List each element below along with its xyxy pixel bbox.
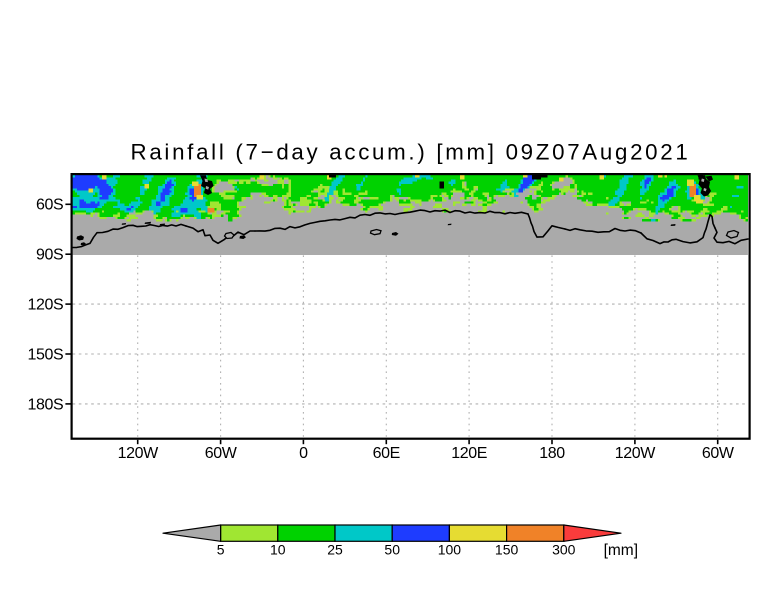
svg-text:[mm]: [mm] xyxy=(604,542,638,559)
svg-text:60W: 60W xyxy=(702,445,735,462)
svg-text:150S: 150S xyxy=(28,346,64,363)
svg-text:50: 50 xyxy=(384,542,400,558)
svg-text:180: 180 xyxy=(539,445,565,462)
svg-text:60E: 60E xyxy=(373,445,400,462)
svg-text:60S: 60S xyxy=(36,197,63,214)
svg-text:150: 150 xyxy=(495,542,519,558)
svg-text:100: 100 xyxy=(438,542,462,558)
svg-text:25: 25 xyxy=(327,542,343,558)
svg-text:90S: 90S xyxy=(36,247,63,264)
svg-text:0: 0 xyxy=(299,445,308,462)
svg-text:60W: 60W xyxy=(205,445,238,462)
svg-text:120W: 120W xyxy=(615,445,656,462)
svg-text:120E: 120E xyxy=(451,445,487,462)
svg-text:120W: 120W xyxy=(118,445,159,462)
svg-text:300: 300 xyxy=(552,542,576,558)
svg-text:Rainfall (7−day accum.) [mm] 0: Rainfall (7−day accum.) [mm] 09Z07Aug202… xyxy=(131,140,691,165)
svg-text:10: 10 xyxy=(270,542,286,558)
svg-text:120S: 120S xyxy=(28,297,64,314)
svg-text:180S: 180S xyxy=(28,396,64,413)
svg-text:5: 5 xyxy=(217,542,225,558)
